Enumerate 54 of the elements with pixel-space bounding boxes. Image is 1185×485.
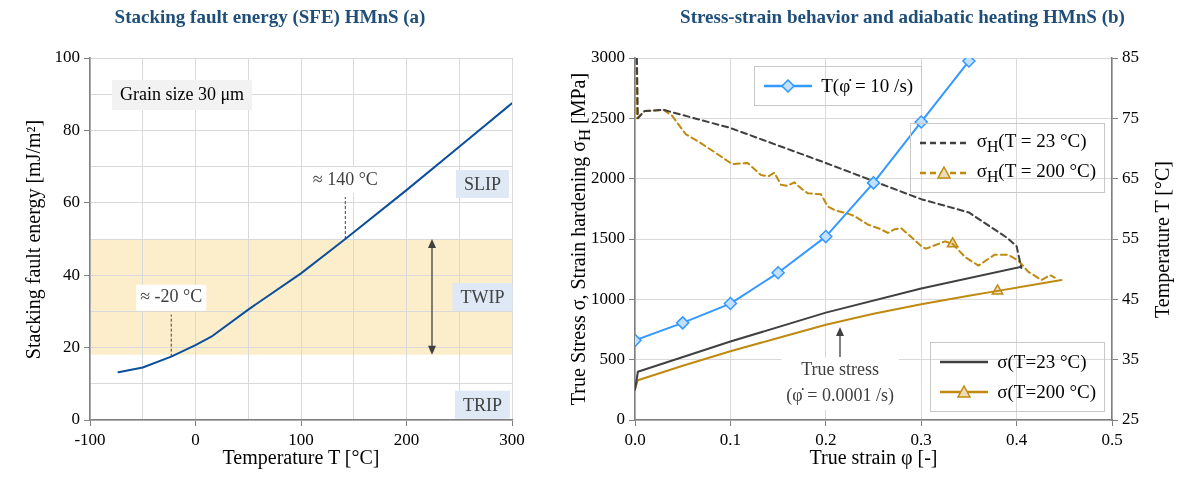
legend-label: σ(T=200 °C) [997, 381, 1096, 403]
annotation: TRIP [462, 394, 502, 415]
y-tick-label: 3000 [591, 47, 625, 67]
x-tick-label: 0.1 [719, 429, 742, 449]
y-axis-title: Stacking fault energy [mJ/m²] [22, 119, 46, 359]
y-tick-label: 60 [63, 192, 80, 212]
y2-tick-label: 85 [1122, 47, 1139, 67]
chart-title: Stacking fault energy (SFE) HMnS (a) [113, 6, 427, 28]
point [819, 229, 833, 244]
y2-tick-label: 25 [1122, 409, 1139, 429]
x-axis-title: Temperature T [°C] [222, 446, 380, 469]
annotation: Grain size 30 μm [120, 83, 245, 104]
band-label: TWIP [460, 286, 505, 307]
y-tick-label: 40 [63, 264, 80, 284]
legend-label: T(φ̇ = 10 /s) [821, 75, 914, 97]
x-tick-label: 0 [191, 429, 200, 449]
y-tick-label: 500 [599, 349, 625, 369]
point [962, 58, 976, 68]
x-tick-label: 0.4 [1005, 429, 1028, 449]
y-tick-label: 20 [63, 337, 80, 357]
y-tick-label: 1500 [591, 228, 625, 248]
point [675, 316, 690, 330]
point [723, 296, 738, 311]
annotation: True stress (φ̇ = 0.0001 /s) [786, 359, 894, 407]
point [866, 176, 881, 190]
legend-label: σ$_{H}$(T = 23 °C) [976, 130, 1087, 157]
y2-tick-label: 45 [1122, 288, 1139, 308]
y2-tick-label: 65 [1122, 168, 1139, 188]
x-tick-label: 0.3 [910, 429, 932, 449]
annotation: SLIP [463, 173, 501, 194]
x-tick-label: -100 [74, 429, 106, 449]
x-tick-label: 100 [288, 429, 314, 449]
y-tick-label: 80 [63, 119, 80, 139]
y-tick-label: 0 [616, 409, 625, 429]
y-tick-label: 2500 [591, 107, 625, 127]
legend-label: σ$_{H}$(T = 200 °C) [976, 160, 1096, 187]
x-tick-label: 0.0 [624, 429, 646, 449]
x-tick-label: 300 [499, 429, 525, 449]
legend-label: σ(T=23 °C) [997, 351, 1087, 373]
y2-tick-label: 35 [1122, 349, 1139, 369]
y-tick-label: 100 [54, 47, 80, 67]
annotation: ≈ -20 °C [140, 286, 203, 307]
x-tick-label: 0.5 [1101, 429, 1123, 449]
y-tick-label: 2000 [591, 168, 625, 188]
y2-tick-label: 75 [1122, 107, 1139, 127]
x-axis-title: True strain φ [-] [809, 446, 938, 469]
x-tick-label: 200 [393, 429, 420, 449]
y2-axis-title: Temperature T [°C] [1150, 160, 1174, 318]
y-tick-label: 0 [71, 409, 80, 429]
x-tick-label: 0.2 [815, 429, 837, 449]
chart-title: Stress-strain behavior and adiabatic heating HMnS (b) [679, 6, 1126, 28]
annotation: ≈ 140 °C [312, 168, 378, 189]
point [771, 266, 785, 280]
y2-tick-label: 55 [1122, 228, 1139, 248]
